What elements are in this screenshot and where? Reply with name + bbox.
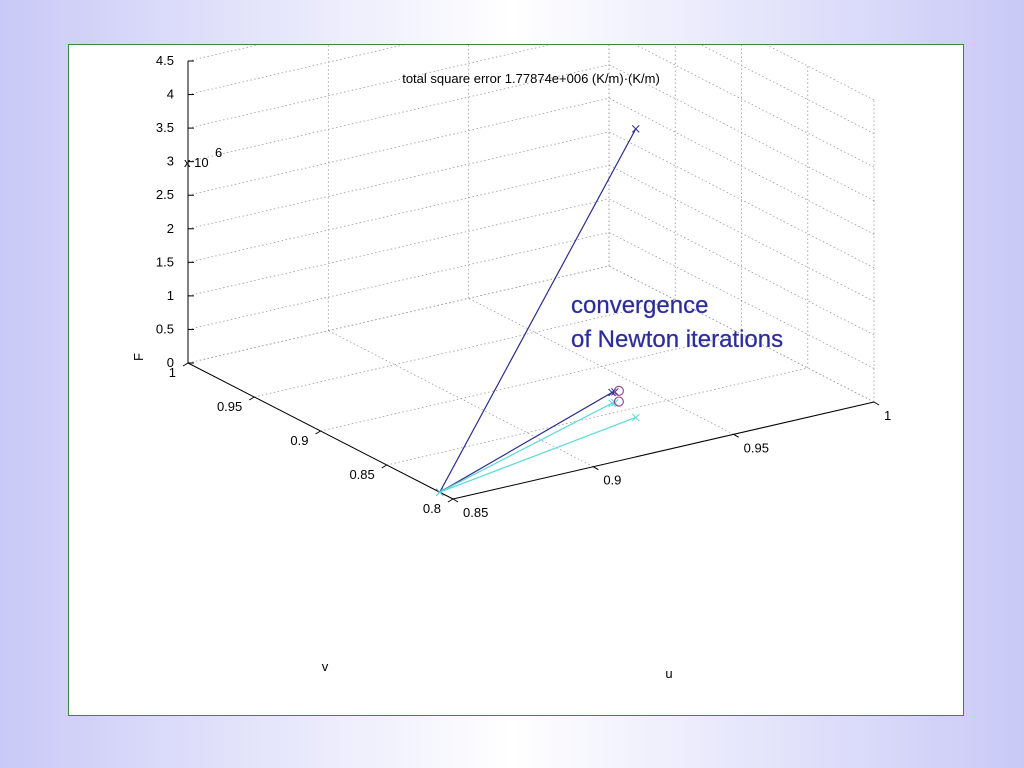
marker-x-stroke xyxy=(631,413,640,422)
z-tick-label: 0.5 xyxy=(156,321,174,336)
y-tick-label: 1 xyxy=(169,365,176,380)
x-axis-line xyxy=(452,401,875,500)
x-tick-mark xyxy=(452,498,459,503)
data-point-marker xyxy=(631,125,640,133)
grid-line xyxy=(187,45,405,95)
grid-line xyxy=(187,45,551,129)
grid-line xyxy=(608,232,875,369)
x-axis-label: u xyxy=(665,666,672,681)
z-tick-label: 1 xyxy=(167,288,174,303)
grid-line xyxy=(608,198,875,336)
grid-line xyxy=(320,333,742,432)
y-tick-label: 0.9 xyxy=(290,433,308,448)
data-point-marker xyxy=(611,385,624,396)
grid-line xyxy=(187,64,610,163)
z-tick-label: 2.5 xyxy=(156,187,174,202)
data-point-marker xyxy=(611,396,624,407)
y-tick-label: 0.85 xyxy=(349,467,374,482)
grid-line xyxy=(187,97,610,196)
y-axis-label: v xyxy=(322,659,329,674)
z-tick-label: 0 xyxy=(167,355,174,370)
figure-frame: 0.85 0.9 0.95 1 0.8 0.85 0.9 0.95 1 0 0.5 1 1.5 2 2.5 3… xyxy=(68,44,964,716)
data-point-marker xyxy=(435,488,444,497)
x-tick-mark xyxy=(873,401,880,406)
grid-line xyxy=(608,97,875,235)
grid-line xyxy=(187,131,610,230)
grid-line xyxy=(187,265,610,364)
final-point-circle xyxy=(613,396,624,407)
x-tick-label: 0.95 xyxy=(744,440,769,455)
grid-line xyxy=(187,164,610,263)
y-tick-mark xyxy=(381,464,388,469)
grid-line xyxy=(187,45,260,62)
series-line xyxy=(439,402,636,493)
z-tick-label: 2 xyxy=(167,221,174,236)
grid-line xyxy=(386,367,808,466)
final-point-circle xyxy=(613,385,624,396)
grid-line xyxy=(608,64,875,202)
z-exponent-label: x 10 xyxy=(184,155,209,170)
grid-line xyxy=(608,265,875,403)
z-tick-label: 3.5 xyxy=(156,120,174,135)
grid-line xyxy=(608,164,875,302)
y-tick-label: 0.95 xyxy=(217,399,242,414)
grid-line xyxy=(254,299,676,398)
y-tick-mark xyxy=(447,498,454,503)
marker-x-stroke xyxy=(631,125,640,133)
grid-line xyxy=(187,232,610,330)
annotation-line-1: convergence xyxy=(571,292,708,319)
z-tick-label: 1.5 xyxy=(156,254,174,269)
chart-title: total square error 1.77874e+006 (K/m)·(K… xyxy=(402,71,660,86)
z-tick-label: 4 xyxy=(167,87,174,102)
annotation-line-2: of Newton iterations xyxy=(571,326,783,353)
y-tick-mark xyxy=(182,362,189,367)
y-tick-label: 0.8 xyxy=(423,501,441,516)
data-point-marker xyxy=(631,413,640,422)
x-tick-mark xyxy=(733,433,739,438)
series-layer xyxy=(435,125,640,497)
z-tick-label: 3 xyxy=(167,154,174,169)
z-tick-label: 4.5 xyxy=(156,53,174,68)
x-tick-label: 0.85 xyxy=(463,505,488,520)
grid-line xyxy=(700,45,875,134)
x-tick-label: 1 xyxy=(884,408,891,423)
y-tick-mark xyxy=(315,430,321,435)
chart-3d-plot: 0.850.90.9510.80.850.90.95100.511.522.53… xyxy=(131,45,891,681)
grid-line xyxy=(635,45,875,168)
grid-layer xyxy=(187,45,875,500)
grid-line xyxy=(187,198,610,297)
z-axis-label: F xyxy=(131,353,146,361)
y-tick-mark xyxy=(248,396,255,401)
grid-line xyxy=(608,131,875,269)
series-line xyxy=(438,128,637,494)
z-exponent-power: 6 xyxy=(215,145,222,160)
x-tick-mark xyxy=(593,466,599,471)
ticks-layer: 0.850.90.9510.80.850.90.95100.511.522.53… xyxy=(156,53,891,520)
x-tick-label: 0.9 xyxy=(603,473,621,488)
marker-x-stroke xyxy=(435,488,444,497)
